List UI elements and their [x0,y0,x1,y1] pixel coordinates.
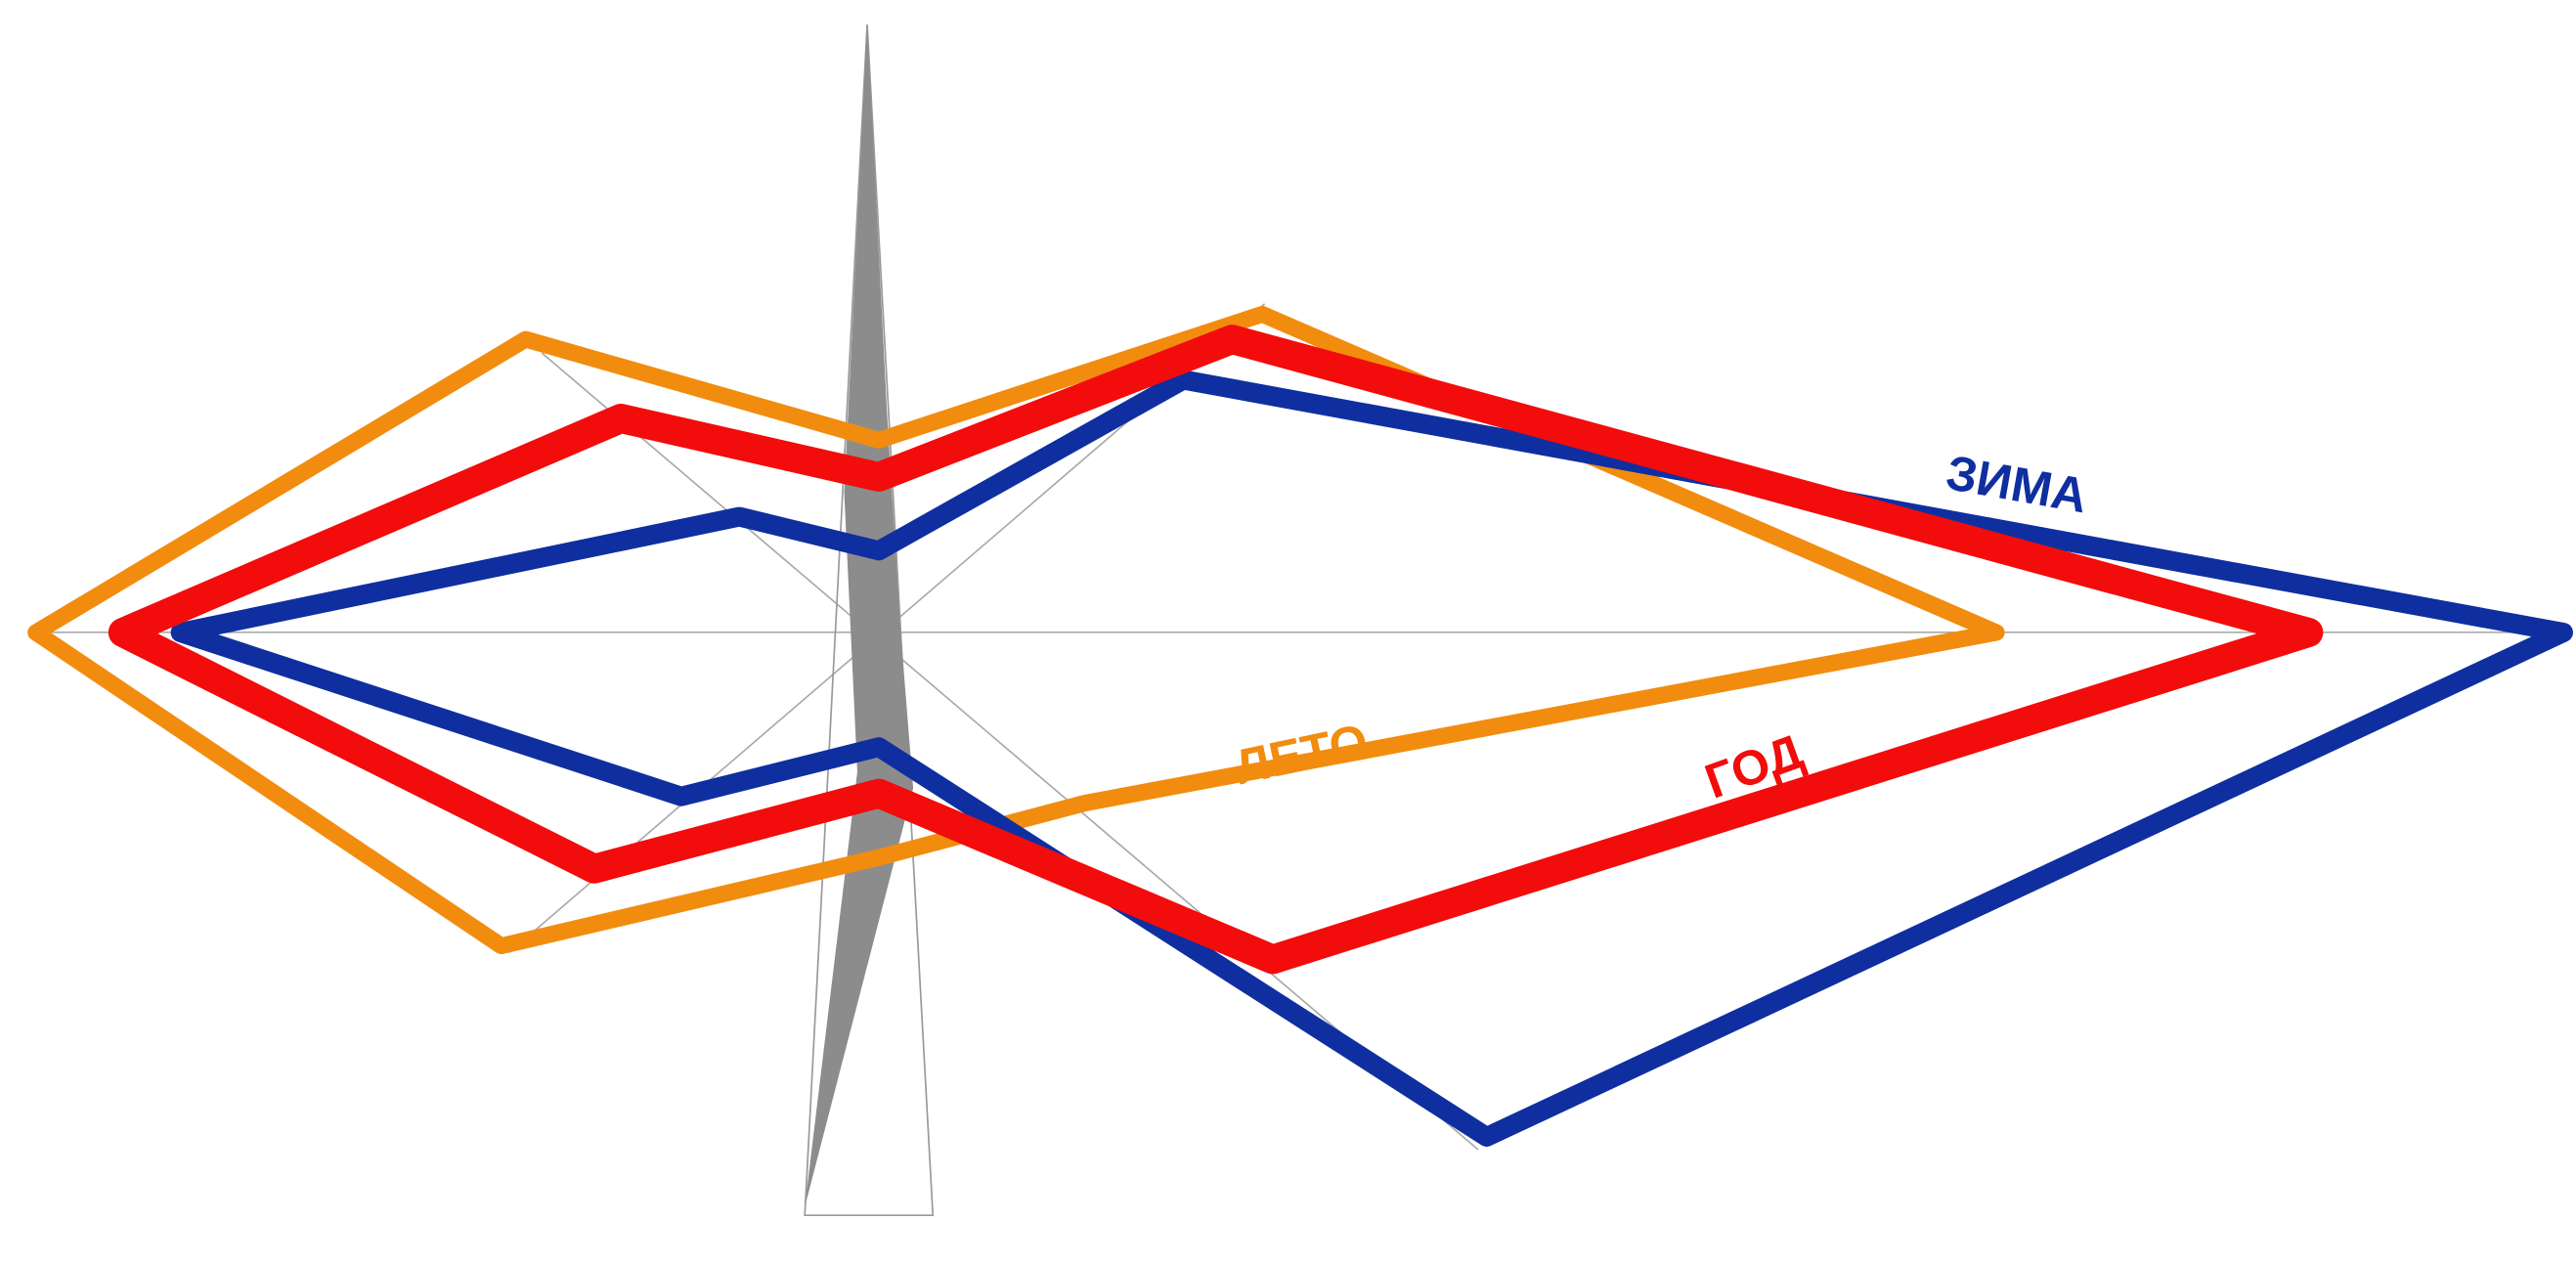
series-polygon [27,305,2005,955]
series-polygon [170,370,2573,1147]
series-label: ЛЕТО [1231,714,1373,795]
spike-outline [804,24,935,1217]
spike [805,24,914,1207]
series-label: ЗИМА [1943,445,2092,523]
series-polygon [108,325,2324,975]
decoration [32,24,2562,1217]
axis-line [541,352,1479,1151]
